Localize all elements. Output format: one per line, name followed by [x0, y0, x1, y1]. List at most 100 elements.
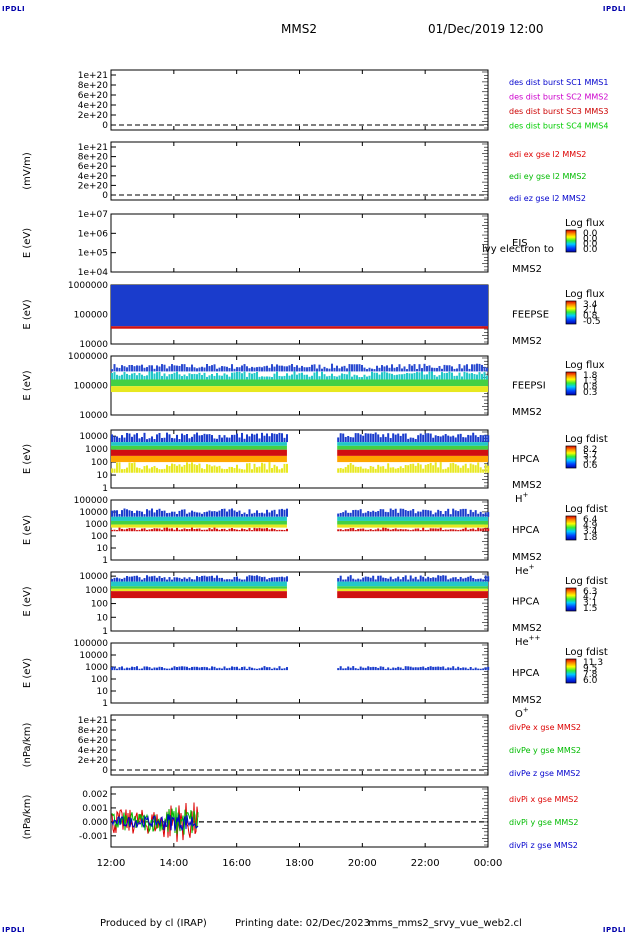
- y-tick-label: 6e+20: [78, 91, 109, 101]
- spectrogram-speck: [156, 365, 158, 372]
- spectrogram-speck: [349, 667, 352, 671]
- colorbar-tick-label: 6.4: [583, 515, 598, 525]
- spectrogram-speck: [138, 438, 141, 443]
- spectrogram-speck: [404, 433, 407, 443]
- spectrogram-speck: [394, 528, 397, 532]
- spectrogram-speck: [424, 509, 427, 517]
- spectrogram-speck: [439, 527, 442, 532]
- legend-entry: edi ey gse l2 MMS2: [509, 172, 587, 181]
- spectrogram-speck: [437, 509, 440, 517]
- spectrogram-speck: [339, 666, 342, 671]
- spectrogram-speck: [402, 668, 405, 671]
- spectrogram-speck: [348, 364, 351, 372]
- spectrogram-speck: [143, 514, 146, 517]
- spectrogram-speck: [228, 579, 231, 582]
- spectrogram-speck: [236, 576, 238, 582]
- spectrogram-speck: [268, 577, 271, 582]
- spectrogram-speck: [283, 509, 286, 517]
- spectrogram-speck: [311, 375, 313, 380]
- spectrogram-speck: [123, 366, 126, 372]
- spectrogram-speck: [454, 577, 457, 582]
- spectrogram-speck: [444, 468, 447, 473]
- spectrogram-speck: [367, 529, 370, 532]
- spectrogram-speck: [266, 365, 268, 372]
- spectrogram-speck: [111, 510, 113, 517]
- spectrogram-speck: [342, 530, 345, 532]
- spectrogram-speck: [442, 529, 445, 532]
- spectrogram-speck: [454, 510, 457, 517]
- spectrogram-speck: [143, 666, 146, 671]
- spectrogram-speck: [397, 666, 400, 671]
- spectrogram-speck: [474, 667, 477, 671]
- spectrogram-speck: [454, 437, 457, 443]
- spectrogram-speck: [251, 433, 253, 443]
- spectrogram-speck: [196, 528, 198, 532]
- spectrogram-speck: [113, 468, 116, 473]
- spectrogram-speck: [178, 464, 181, 473]
- spectrogram-speck: [432, 437, 435, 443]
- spectrogram-speck: [286, 373, 288, 380]
- spectrogram-speck: [121, 365, 123, 372]
- spectrogram-speck: [251, 469, 253, 473]
- spectrogram-speck: [231, 372, 233, 380]
- spectrogram-speck: [251, 513, 253, 517]
- spectrogram-speck: [168, 434, 171, 443]
- time-axis-label: 16:00: [222, 858, 251, 869]
- spectrogram-speck: [402, 529, 405, 532]
- corner-label-top-left: IPDLI: [2, 5, 26, 13]
- y-tick-label: 2e+20: [78, 111, 109, 121]
- spectrogram-speck: [216, 368, 218, 372]
- spectrogram-speck: [388, 367, 391, 372]
- spectrogram-speck: [347, 529, 350, 532]
- spectrogram-speck: [427, 510, 430, 517]
- spectrogram-speck: [377, 464, 380, 473]
- instrument-label: HPCA: [512, 597, 540, 608]
- colorbar-tick-label: -0.5: [583, 317, 601, 327]
- spectrogram-speck: [146, 465, 148, 473]
- spectrogram-speck: [266, 667, 268, 671]
- spectrogram-speck: [191, 666, 193, 671]
- spectrogram-speck: [193, 666, 196, 671]
- spectrogram-speck: [218, 510, 221, 517]
- instrument-label: FEEPSI: [512, 381, 546, 392]
- spectrogram-speck: [271, 377, 273, 380]
- y-tick-label: 100: [91, 675, 108, 685]
- spectrogram-speck: [256, 371, 258, 380]
- spectrogram-speck: [383, 371, 386, 380]
- spectrogram-speck: [191, 510, 193, 517]
- spectrogram-speck: [371, 368, 373, 372]
- spectrogram-speck: [438, 375, 441, 380]
- spectrogram-speck: [138, 577, 141, 582]
- spectrogram-speck: [111, 667, 113, 671]
- y-tick-label: 1000000: [68, 281, 108, 291]
- spectrogram-speck: [427, 433, 430, 443]
- spectrogram-speck: [276, 364, 278, 372]
- spectrogram-speck: [143, 466, 146, 473]
- spectrogram-speck: [268, 667, 271, 671]
- spectrogram-speck: [406, 372, 408, 380]
- spectrogram-speck: [399, 579, 402, 582]
- spectrogram-speck: [397, 529, 400, 532]
- spectrogram-speck: [421, 371, 423, 380]
- spectrogram-speck: [121, 469, 123, 473]
- spectrogram-speck: [452, 529, 455, 532]
- y-axis-label: E (eV): [22, 515, 33, 545]
- spectrogram-speck: [186, 376, 188, 380]
- spectrogram-speck: [447, 435, 450, 443]
- spectrogram-speck: [238, 510, 241, 517]
- spectrogram-speck: [201, 529, 203, 532]
- spectrogram-speck: [424, 433, 427, 443]
- spectrogram-speck: [228, 437, 231, 443]
- spectrogram-speck: [303, 367, 306, 372]
- spectrogram-speck: [281, 468, 283, 473]
- spectrogram-speck: [419, 575, 422, 582]
- spectrogram-band: [337, 588, 488, 592]
- spectrogram-speck: [359, 579, 362, 582]
- spectrogram-band: [111, 586, 287, 589]
- spectrogram-speck: [364, 468, 367, 473]
- spectrogram-speck: [283, 375, 286, 380]
- spectrogram-speck: [281, 529, 283, 532]
- spectrogram-speck: [271, 668, 273, 671]
- y-tick-label: 0: [102, 191, 108, 201]
- colorbar-tick-label: 0.6: [583, 461, 598, 471]
